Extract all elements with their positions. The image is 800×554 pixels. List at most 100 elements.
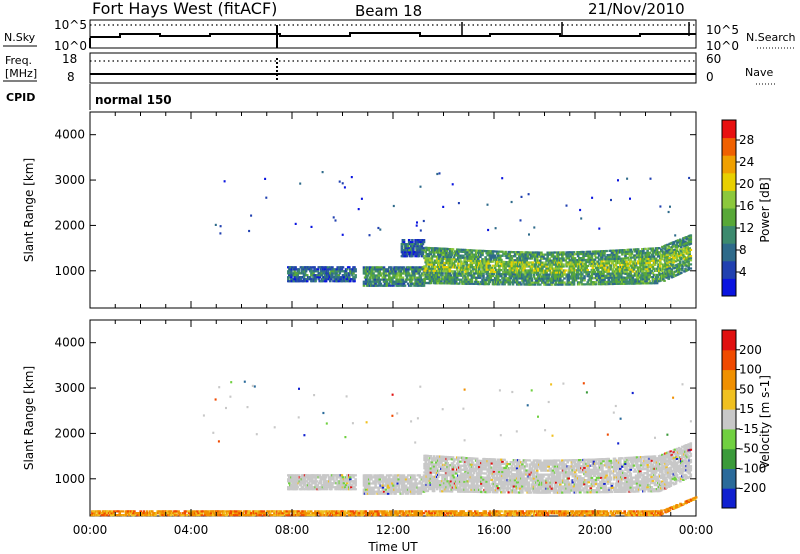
echo-cell — [673, 266, 677, 269]
echo-cell — [349, 268, 352, 271]
echo-cell — [351, 274, 354, 277]
echo-cell — [623, 249, 626, 252]
echo-cell — [599, 272, 602, 275]
echo-cell — [389, 272, 392, 275]
echo-cell — [461, 248, 464, 251]
echo-cell — [429, 467, 433, 470]
echo-cell — [326, 272, 330, 275]
echo-cell — [443, 459, 446, 462]
echo-cell — [651, 247, 655, 250]
echo-cell — [448, 262, 452, 265]
echo-cell — [645, 257, 648, 261]
echo-cell — [632, 268, 636, 271]
echo-cell — [641, 248, 644, 251]
echo-cell — [612, 249, 616, 252]
echo-cell — [412, 484, 415, 487]
echo-cell — [689, 236, 693, 239]
echo-cell — [308, 478, 311, 481]
echo-cell — [663, 279, 666, 282]
echo-cell — [336, 266, 339, 269]
echo-cell — [550, 265, 554, 268]
echo-cell — [429, 473, 433, 476]
echo-cell — [444, 455, 447, 458]
echo-cell — [431, 485, 435, 489]
echo-cell — [300, 488, 304, 491]
echo-cell — [362, 268, 366, 271]
echo-cell — [298, 280, 302, 283]
echo-cell — [503, 283, 506, 286]
echo-cell — [641, 280, 644, 283]
echo-cell — [441, 259, 444, 262]
echo-cell — [513, 273, 517, 276]
echo-cell — [514, 275, 518, 278]
echo-cell — [339, 488, 343, 491]
echo-cell — [498, 266, 501, 270]
echo-cell — [566, 261, 569, 264]
echo-cell — [555, 261, 559, 264]
echo-cell — [410, 284, 413, 287]
echo-cell — [296, 276, 299, 279]
echo-cell — [559, 257, 562, 260]
echo-cell — [687, 260, 690, 263]
echo-cell — [498, 270, 501, 274]
echo-cell — [603, 254, 606, 257]
echo-cell — [573, 263, 577, 266]
echo-cell — [602, 268, 605, 271]
echo-cell — [672, 241, 676, 244]
echo-cell — [477, 260, 480, 263]
echo-cell — [495, 260, 499, 263]
echo-cell — [562, 259, 565, 262]
echo-cell — [619, 263, 622, 267]
echo-cell — [539, 267, 542, 270]
echo-cell — [640, 250, 643, 253]
echo-cell — [679, 260, 682, 263]
echo-cell — [390, 474, 393, 477]
echo-cell — [601, 264, 604, 267]
echo-cell — [633, 258, 637, 261]
echo-cell — [310, 268, 313, 271]
echo-cell — [415, 251, 418, 254]
echo-cell — [526, 277, 529, 280]
echo-cell — [354, 276, 357, 279]
echo-cell — [477, 255, 480, 259]
echo-cell — [405, 276, 409, 279]
echo-cell — [548, 251, 552, 254]
echo-cell — [457, 462, 460, 465]
echo-cell — [477, 280, 480, 283]
echo-cell — [386, 490, 390, 493]
echo-cell — [478, 268, 481, 271]
echo-cell — [458, 266, 461, 269]
echo-cell — [606, 280, 609, 284]
echo-cell — [405, 490, 409, 493]
echo-cell — [461, 270, 464, 273]
echo-cell — [374, 476, 377, 479]
echo-cell — [496, 262, 500, 265]
echo-cell — [459, 466, 462, 469]
echo-cell — [341, 476, 345, 479]
echo-cell — [680, 271, 683, 274]
echo-cell — [479, 276, 482, 279]
echo-cell — [444, 484, 447, 487]
echo-cell — [362, 284, 366, 287]
echo-cell — [337, 280, 341, 283]
freq-right-tick-bottom: 0 — [706, 70, 714, 84]
echo-cell — [521, 251, 524, 254]
echo-cell — [385, 478, 389, 481]
echo-cell — [426, 257, 430, 260]
echo-cell — [505, 281, 508, 284]
echo-cell — [576, 253, 580, 256]
echo-cell — [487, 228, 490, 232]
echo-cell — [410, 478, 413, 481]
echo-cell — [679, 240, 682, 243]
echo-cell — [459, 468, 462, 471]
echo-cell — [534, 263, 538, 266]
echo-cell — [652, 255, 656, 258]
echo-cell — [455, 488, 459, 491]
echo-cell — [393, 480, 396, 483]
echo-cell — [441, 272, 444, 275]
echo-cell — [425, 467, 428, 470]
echo-cell — [447, 466, 451, 469]
echo-cell — [526, 271, 529, 274]
echo-cell — [642, 264, 645, 267]
echo-cell — [428, 261, 432, 264]
